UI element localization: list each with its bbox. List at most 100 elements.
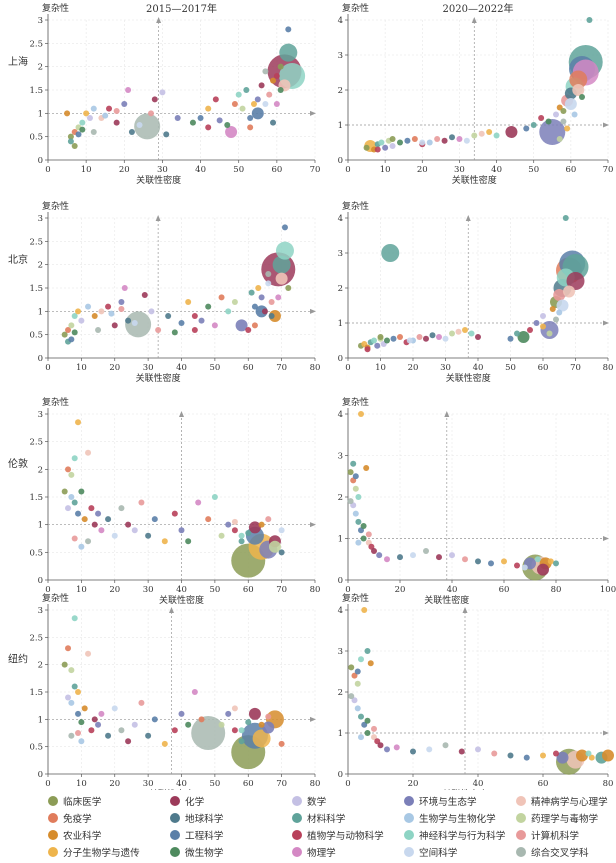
x-tick-label: 70 (310, 165, 321, 175)
x-tick-label: 60 (271, 165, 282, 175)
data-point (71, 143, 78, 149)
data-point (534, 556, 541, 563)
data-point (262, 721, 275, 734)
x-tick-label: 10 (76, 779, 87, 789)
data-point (549, 306, 556, 312)
x-tick-label: 60 (538, 779, 549, 789)
data-point (416, 334, 423, 340)
y-tick-label: 3 (38, 16, 43, 26)
data-point (537, 563, 549, 576)
legend-item: 精神病学与心理学 (516, 794, 608, 808)
data-point (161, 538, 168, 545)
data-point (384, 556, 390, 563)
y-tick-label: 0 (338, 354, 343, 364)
data-point (523, 754, 530, 761)
y-tick-label: 2 (338, 284, 343, 294)
data-point (105, 732, 112, 739)
data-point (442, 335, 449, 342)
data-point (198, 716, 205, 723)
data-point (198, 317, 205, 324)
data-point (277, 87, 284, 93)
x-tick-label: 80 (310, 585, 321, 595)
data-point (91, 521, 98, 528)
data-point (113, 108, 120, 114)
data-point (364, 717, 371, 724)
data-point (85, 650, 92, 657)
data-point (360, 523, 367, 530)
data-point (268, 310, 281, 322)
data-point (352, 473, 359, 480)
legend-label: 综合交叉学科 (531, 848, 589, 859)
legend-swatch (516, 847, 526, 857)
data-point (278, 740, 285, 747)
data-point (136, 122, 143, 128)
x-axis-label: 关联性密度 (424, 594, 469, 606)
data-point (348, 664, 355, 671)
legend-item: 药理学与毒物学 (516, 811, 598, 825)
x-tick-label: 40 (176, 585, 187, 595)
y-tick-label: 1 (338, 319, 343, 329)
data-point (449, 552, 455, 559)
data-point (363, 464, 370, 471)
x-tick-label: 10 (76, 363, 87, 373)
data-point (351, 672, 358, 679)
y-tick-label: 0 (338, 770, 343, 780)
data-point (238, 538, 245, 545)
legend-swatch (292, 847, 302, 857)
data-point (212, 96, 219, 103)
data-point (434, 136, 441, 142)
data-point (258, 721, 265, 728)
legend-item: 分子生物学与遗传 (48, 845, 140, 859)
data-point (397, 334, 403, 340)
data-point (68, 732, 75, 739)
x-axis-label: 关联性密度 (159, 594, 204, 606)
legend-label: 工程科学 (185, 831, 224, 842)
data-point (475, 746, 481, 753)
data-point (602, 749, 614, 762)
legend-label: 临床医学 (63, 797, 102, 808)
data-point (364, 346, 371, 353)
data-point (436, 334, 442, 340)
data-point (68, 336, 75, 343)
data-point (530, 122, 537, 128)
data-point (218, 721, 225, 728)
data-point (397, 554, 403, 561)
row-label: 上海 (8, 55, 28, 68)
legend-label: 物理学 (307, 848, 336, 859)
y-tick-label: 1.5 (29, 284, 43, 294)
data-point (410, 748, 416, 755)
data-point (517, 331, 530, 343)
data-point (265, 516, 272, 523)
legend-label: 免疫学 (63, 814, 92, 825)
data-point (382, 144, 389, 151)
data-point (98, 710, 105, 717)
data-point (216, 117, 223, 124)
data-point (159, 89, 166, 96)
data-point (351, 697, 358, 704)
data-point (354, 668, 361, 675)
data-point (475, 334, 481, 340)
data-point (556, 299, 569, 312)
x-tick-label: 10 (380, 165, 391, 175)
data-point (374, 342, 381, 349)
data-point (102, 112, 109, 119)
data-point (125, 87, 132, 93)
x-tick-label: 80 (310, 779, 321, 789)
y-tick-label: 3 (338, 452, 343, 462)
legend-label: 药理学与毒物学 (531, 814, 599, 825)
x-tick-label: 10 (76, 585, 87, 595)
legend-label: 地球科学 (185, 814, 224, 825)
x-tick-label: 40 (176, 779, 187, 789)
x-tick-label: 40 (473, 363, 484, 373)
x-tick-label: 60 (243, 585, 254, 595)
data-point (449, 134, 455, 141)
x-tick-label: 60 (243, 363, 254, 373)
arrow-right-icon (603, 122, 609, 128)
x-tick-label: 10 (375, 363, 386, 373)
data-point (95, 510, 102, 517)
legend-item: 计算机科学 (516, 828, 579, 842)
data-point (71, 329, 78, 336)
x-tick-label: 80 (551, 585, 562, 595)
